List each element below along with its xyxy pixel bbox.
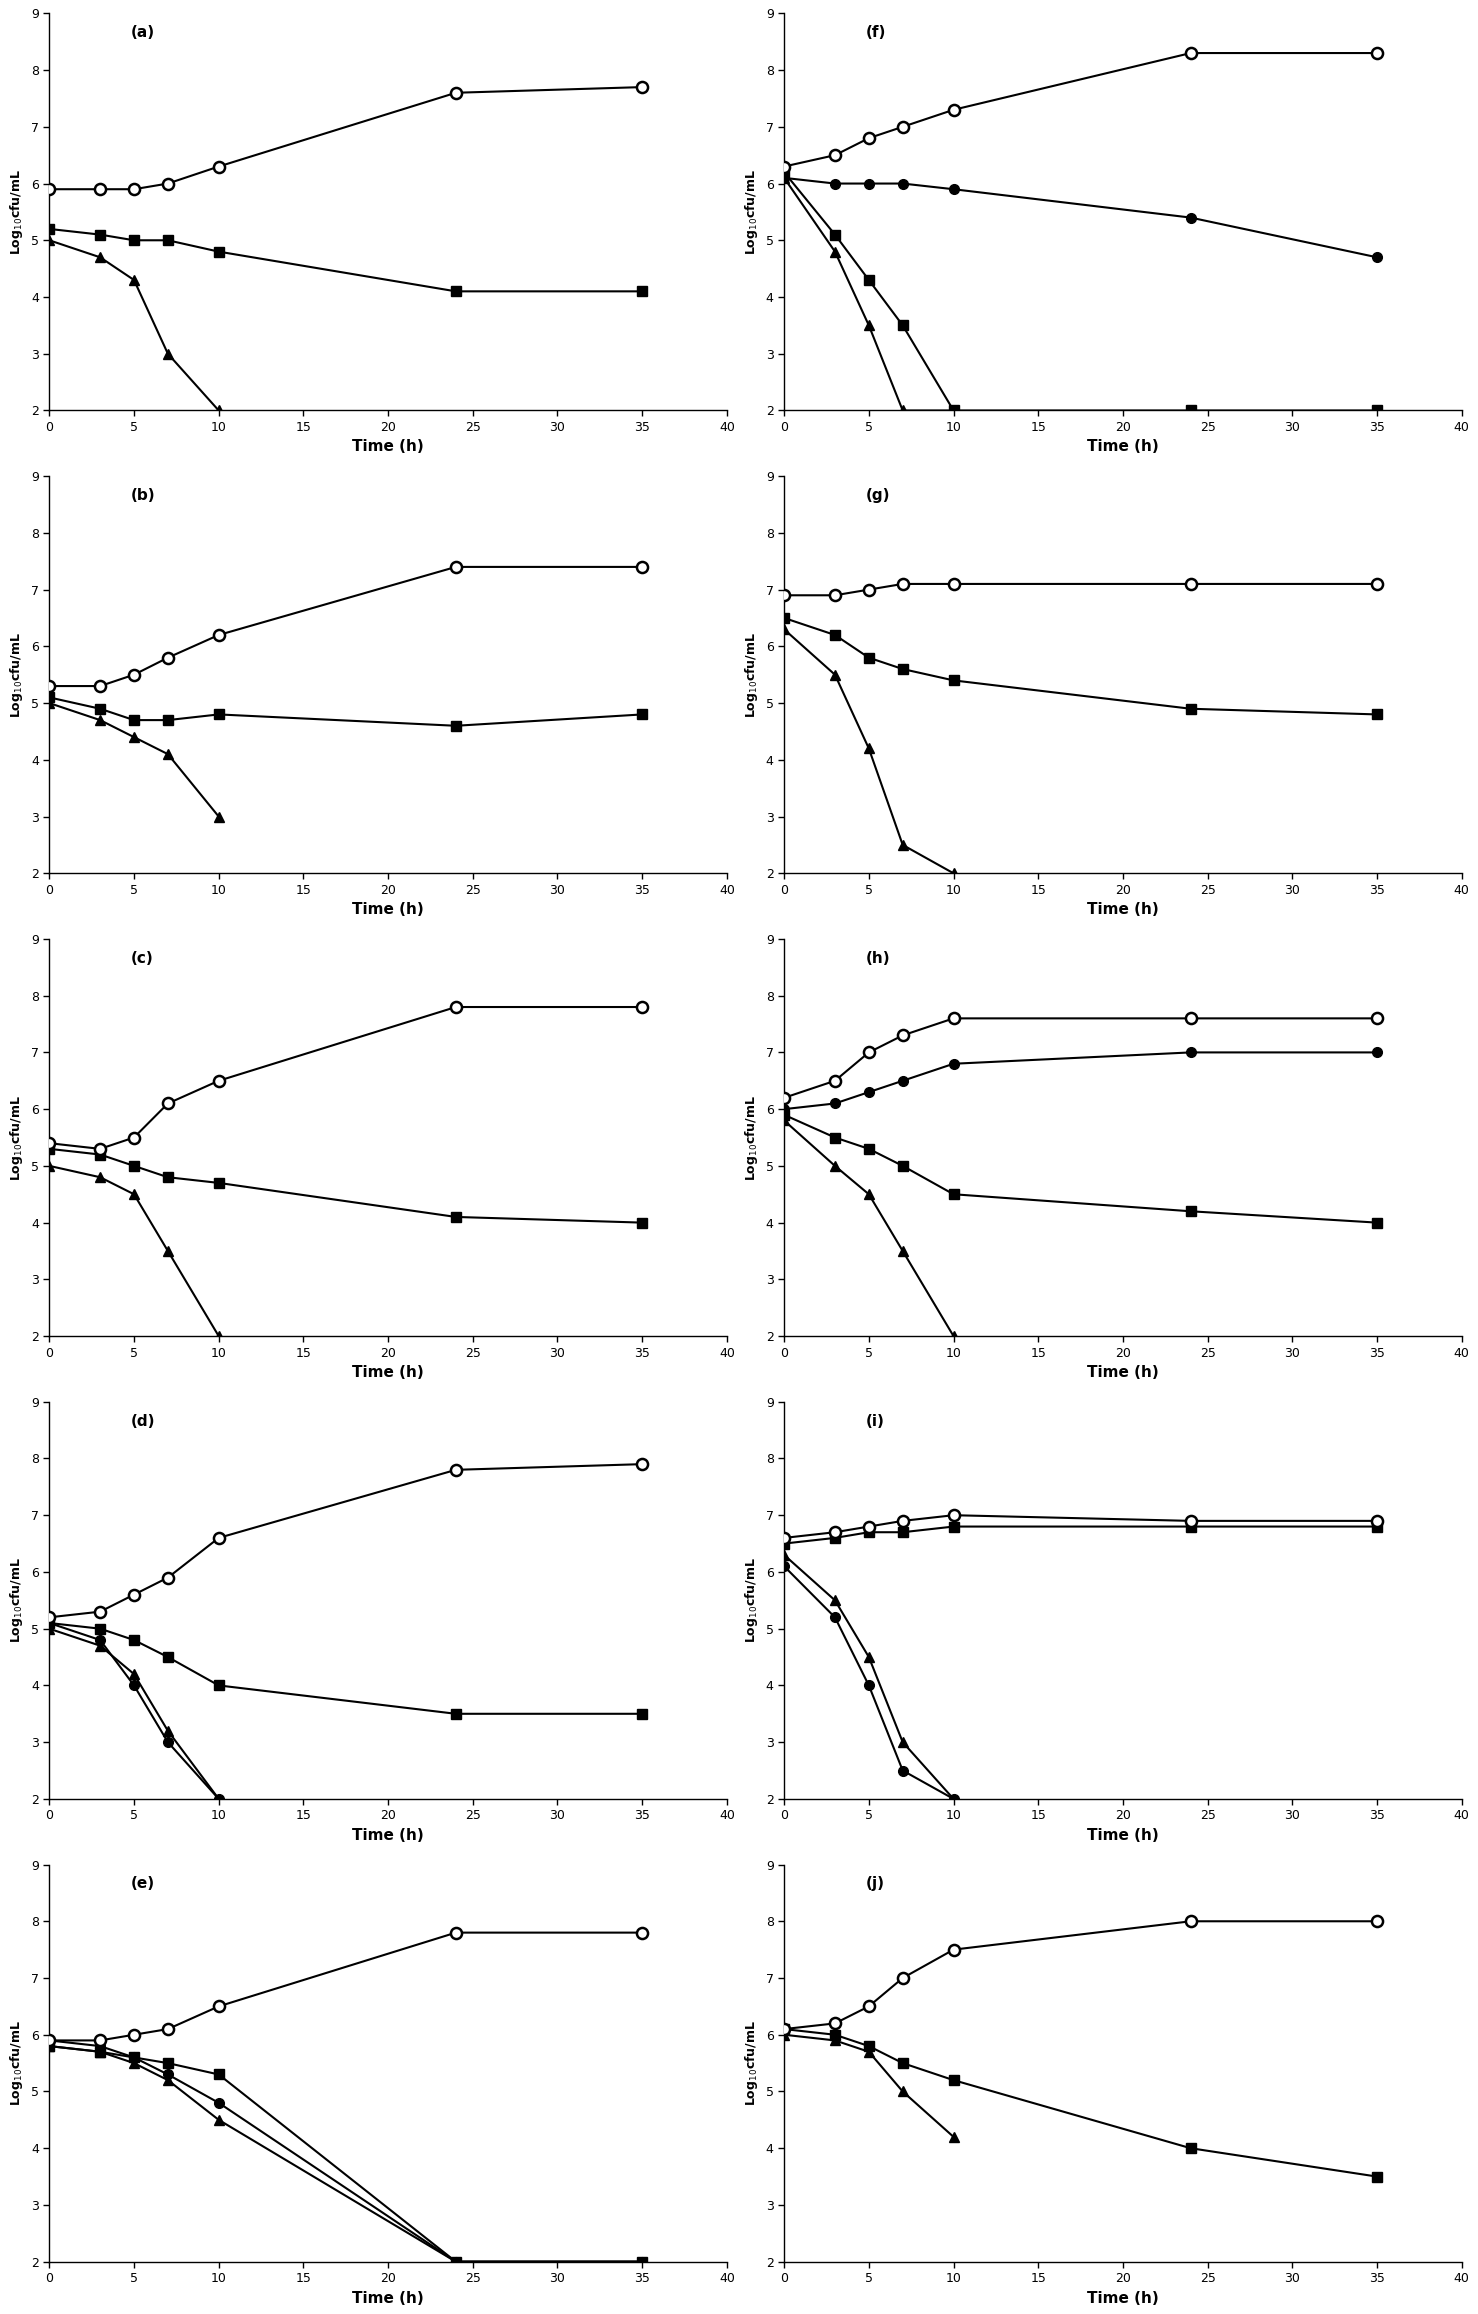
Text: (c): (c) — [130, 951, 154, 965]
Y-axis label: Log$_{10}$cfu/mL: Log$_{10}$cfu/mL — [743, 632, 760, 717]
X-axis label: Time (h): Time (h) — [1086, 902, 1159, 916]
Text: (e): (e) — [130, 1877, 155, 1891]
X-axis label: Time (h): Time (h) — [352, 2291, 424, 2305]
Y-axis label: Log$_{10}$cfu/mL: Log$_{10}$cfu/mL — [9, 632, 25, 717]
X-axis label: Time (h): Time (h) — [1086, 1828, 1159, 1842]
X-axis label: Time (h): Time (h) — [352, 440, 424, 454]
Y-axis label: Log$_{10}$cfu/mL: Log$_{10}$cfu/mL — [743, 1095, 760, 1180]
Text: (f): (f) — [866, 25, 885, 39]
Text: (j): (j) — [866, 1877, 884, 1891]
X-axis label: Time (h): Time (h) — [352, 902, 424, 916]
X-axis label: Time (h): Time (h) — [1086, 2291, 1159, 2305]
X-axis label: Time (h): Time (h) — [352, 1828, 424, 1842]
Y-axis label: Log$_{10}$cfu/mL: Log$_{10}$cfu/mL — [743, 1557, 760, 1643]
Y-axis label: Log$_{10}$cfu/mL: Log$_{10}$cfu/mL — [9, 169, 25, 255]
Text: (d): (d) — [130, 1414, 155, 1428]
Y-axis label: Log$_{10}$cfu/mL: Log$_{10}$cfu/mL — [743, 2020, 760, 2106]
X-axis label: Time (h): Time (h) — [352, 1365, 424, 1379]
X-axis label: Time (h): Time (h) — [1086, 1365, 1159, 1379]
Y-axis label: Log$_{10}$cfu/mL: Log$_{10}$cfu/mL — [743, 169, 760, 255]
Text: (h): (h) — [866, 951, 890, 965]
Text: (b): (b) — [130, 488, 155, 502]
Y-axis label: Log$_{10}$cfu/mL: Log$_{10}$cfu/mL — [9, 1095, 25, 1180]
Text: (a): (a) — [130, 25, 155, 39]
X-axis label: Time (h): Time (h) — [1086, 440, 1159, 454]
Text: (g): (g) — [866, 488, 890, 502]
Y-axis label: Log$_{10}$cfu/mL: Log$_{10}$cfu/mL — [9, 1557, 25, 1643]
Y-axis label: Log$_{10}$cfu/mL: Log$_{10}$cfu/mL — [9, 2020, 25, 2106]
Text: (i): (i) — [866, 1414, 884, 1428]
